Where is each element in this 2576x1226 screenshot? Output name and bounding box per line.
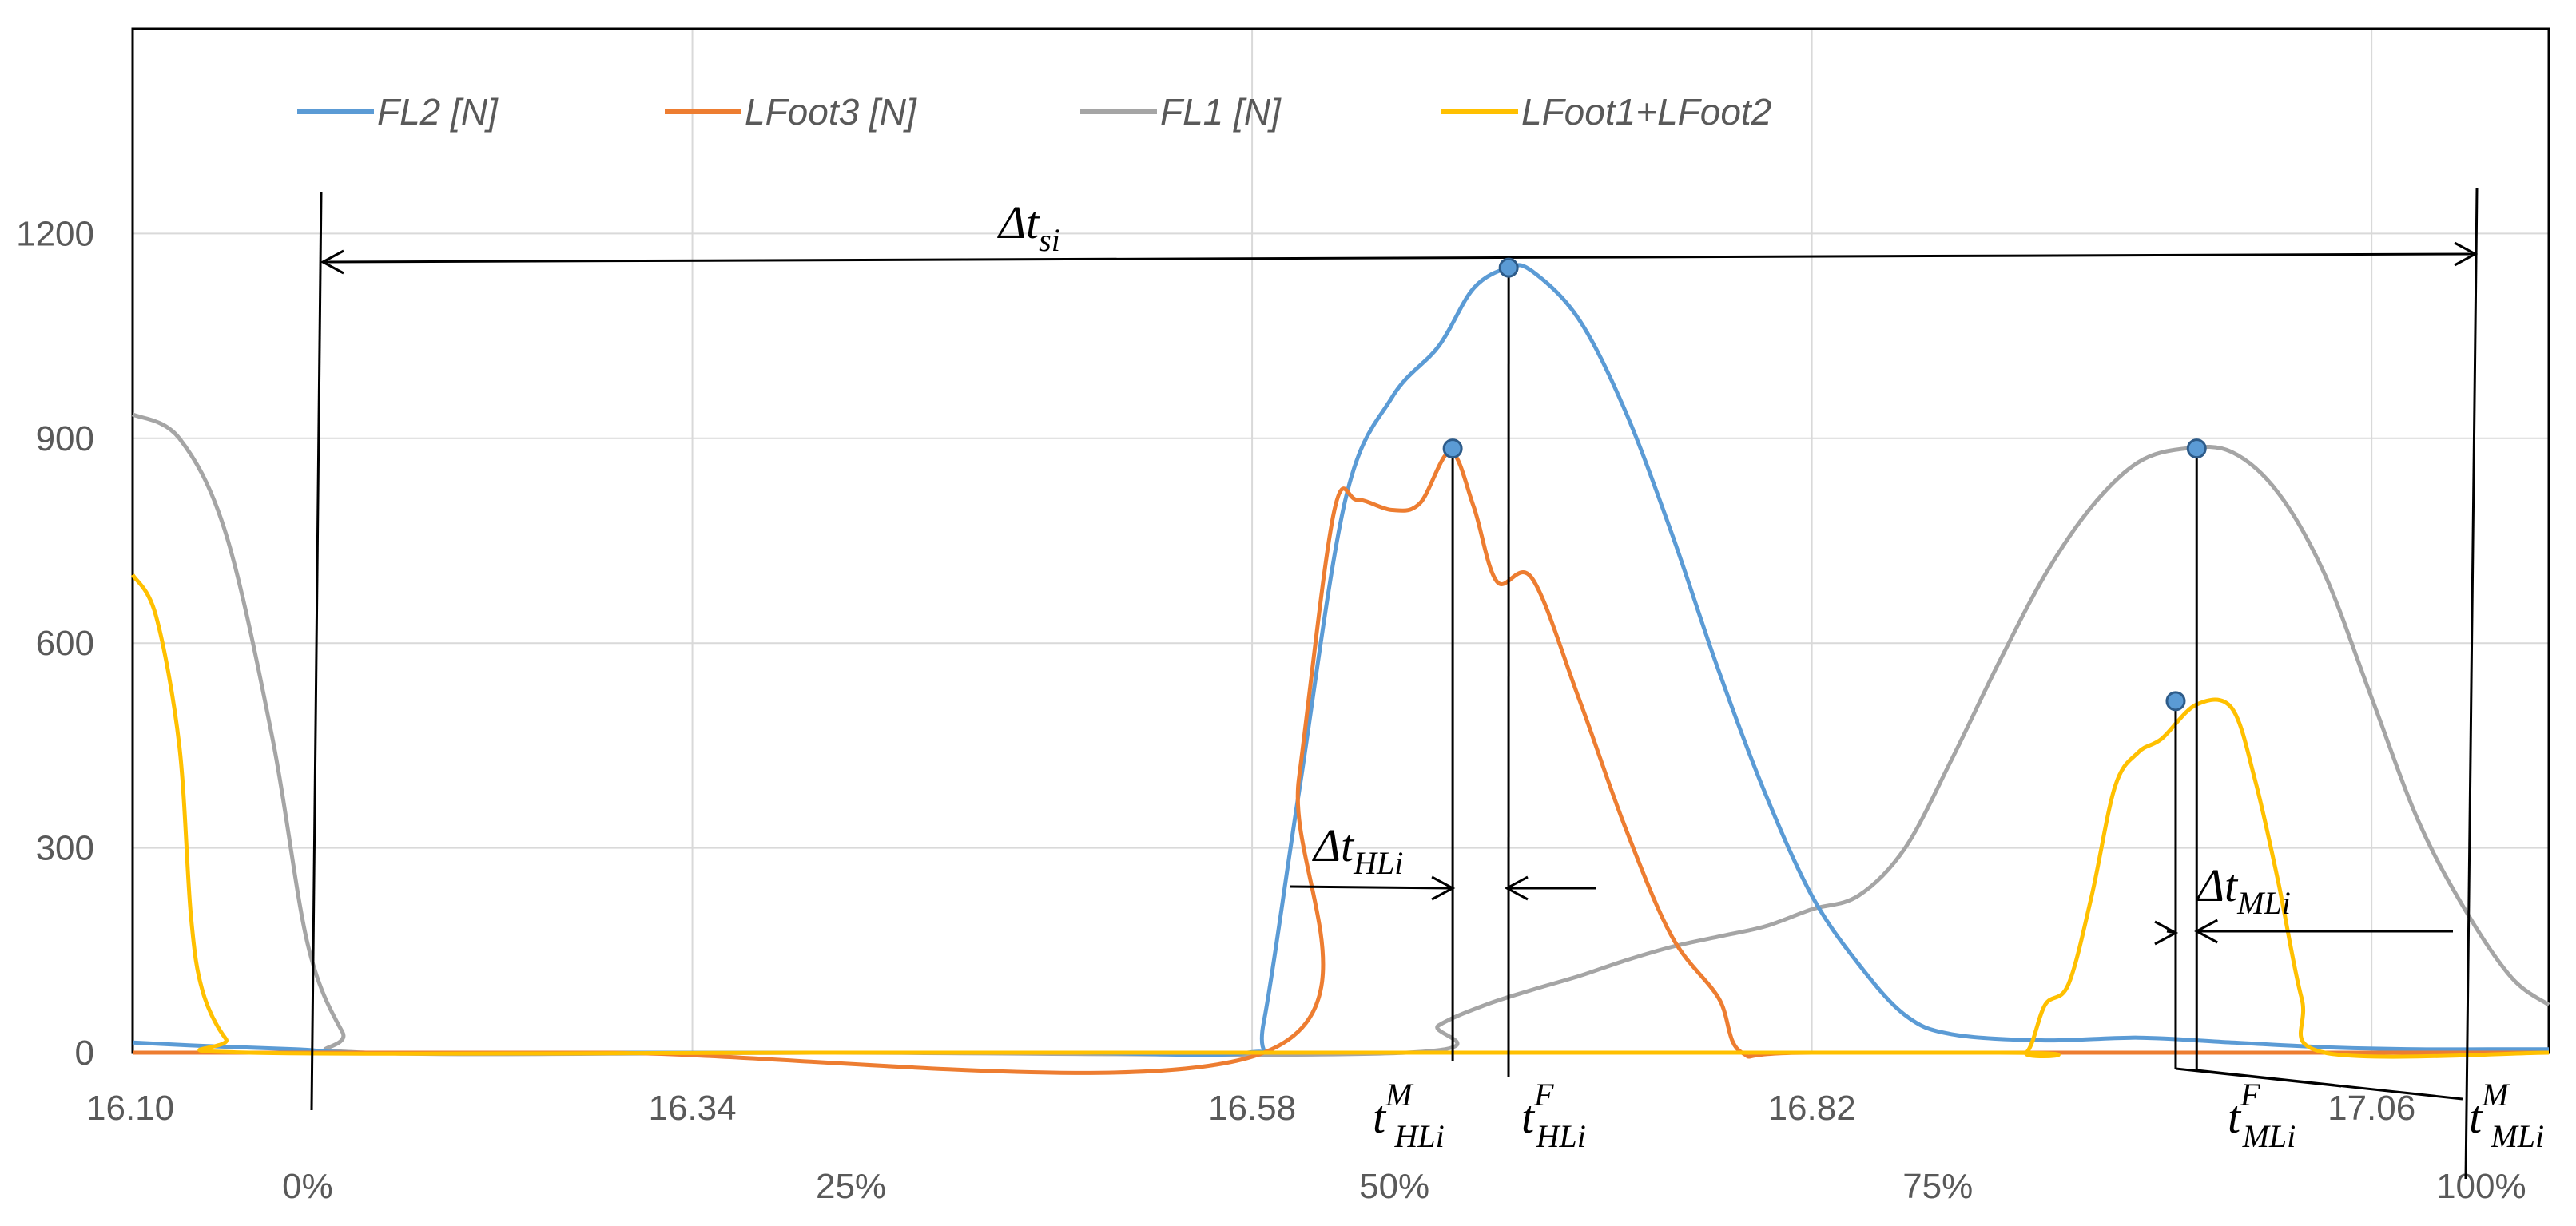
fl1-series-line [133,415,2549,1055]
delta-t-si-label: Δtsi [997,196,1060,258]
fl2-series-line [133,265,2549,1055]
axis-layer: 0 300 600 900 1200 16.10 16.34 16.58 16.82 17.06 0… [16,214,2526,1206]
y-tick-label: 600 [36,624,94,663]
legend-label: LFoot1+LFoot2 [1521,91,1771,133]
x-tick-label: 16.82 [1768,1089,1856,1128]
x-tick-label: 17.06 [2328,1089,2415,1128]
y-tick-label: 300 [36,829,94,868]
peak-marker [2188,440,2205,458]
grid-layer [133,29,2549,1053]
y-tick-label: 900 [36,419,94,458]
stride-end-line [2466,188,2477,1179]
delta-t-si-label-sub: si [1039,222,1060,258]
legend-label: FL1 [N] [1160,91,1282,133]
percent-tick-label: 0% [282,1167,333,1206]
series-layer [133,265,2549,1073]
delta-t-ml-label-sub: MLi [2236,885,2291,921]
peak-marker [1500,259,1517,276]
percent-tick-label: 75% [1902,1167,1973,1206]
delta-t-hl-label: ΔtHLi [1312,819,1403,881]
y-tick-label: 0 [75,1034,94,1073]
peak-marker [2167,692,2184,710]
t-hl-f-label-sup: F [1533,1077,1554,1113]
t-ml-f-label-sup: F [2240,1077,2260,1113]
lfoot12-series-line [133,575,2549,1057]
x-tick-label: 16.10 [86,1089,174,1128]
percent-tick-label: 50% [1359,1167,1429,1206]
legend: FL2 [N] LFoot3 [N] FL1 [N] LFoot1+LFoot2 [297,91,1771,133]
t-ml-m-label-sub: MLi [2490,1118,2544,1154]
delta-t-hl-left-line [1290,887,1453,888]
plot-frame [133,29,2549,1053]
lfoot3-series-line [133,452,2549,1073]
y-tick-label: 1200 [16,214,94,253]
stride-arrow-line [323,254,2475,262]
peak-marker [1444,440,1461,458]
delta-t-hl-label-sub: HLi [1353,845,1403,881]
legend-label: FL2 [N] [377,91,499,133]
t-hl-f-label-sub: HLi [1536,1118,1586,1154]
x-tick-label: 16.34 [648,1089,736,1128]
x-tick-label: 16.58 [1208,1089,1296,1128]
legend-label: LFoot3 [N] [745,91,917,133]
t-hl-m-label-sub: HLi [1393,1118,1444,1154]
t-hl-m-label-sup: M [1385,1077,1414,1113]
percent-tick-label: 100% [2436,1167,2526,1206]
percent-tick-label: 25% [816,1167,886,1206]
t-ml-f-label-sub: MLi [2242,1118,2296,1154]
t-ml-m-label-sup: M [2481,1077,2510,1113]
